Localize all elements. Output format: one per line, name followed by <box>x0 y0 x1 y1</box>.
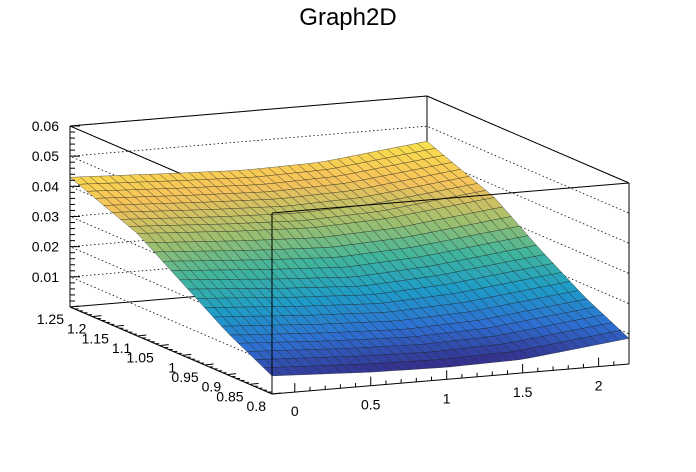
chart-title: Graph2D <box>299 4 397 31</box>
y-tick-label: 0.9 <box>202 379 222 395</box>
x-tick-label: 0 <box>291 403 299 419</box>
x-tick-label: 1 <box>443 390 451 406</box>
z-tick-label: 0.06 <box>32 118 59 134</box>
z-axis: 0.01 0.02 0.03 0.04 0.05 0.06 <box>32 118 80 302</box>
y-tick <box>159 344 169 347</box>
y-tick-label: 0.95 <box>171 369 198 385</box>
y-tick-label: 1.05 <box>127 350 154 366</box>
x-axis: 0 0.5 1 1.5 2 <box>291 357 615 419</box>
y-tick-label: 1.1 <box>112 340 132 356</box>
y-tick-label: 0.8 <box>247 398 267 414</box>
y-tick <box>271 392 282 395</box>
y-tick-label: 1 <box>168 359 176 375</box>
z-tick-label: 0.05 <box>32 148 59 164</box>
z-gridline <box>69 155 630 274</box>
box-front-edges <box>69 182 630 395</box>
y-tick-label: 1.15 <box>82 330 109 346</box>
box-edge <box>271 182 630 214</box>
y-tick <box>92 315 102 318</box>
surface-patch <box>610 330 630 341</box>
y-tick <box>137 334 147 337</box>
box-edge <box>271 363 630 395</box>
surface-mesh <box>69 141 630 377</box>
y-tick-label: 1.25 <box>37 311 64 327</box>
y-tick-label: 0.85 <box>216 388 243 404</box>
y-axis: 0.80.850.90.951 1.051.11.151.21.25 <box>37 305 282 414</box>
y-tick <box>114 324 124 327</box>
z-tick-label: 0.02 <box>32 239 59 255</box>
y-tick <box>227 373 237 376</box>
y-tick-label: 1.2 <box>67 321 87 337</box>
box-edge <box>69 95 428 127</box>
box-edge <box>69 306 273 395</box>
z-tick-label: 0.01 <box>32 269 59 285</box>
x-tick-label: 1.5 <box>513 384 533 400</box>
y-tick <box>204 363 214 366</box>
z-tick-label: 0.04 <box>32 178 59 194</box>
y-tick <box>249 382 259 385</box>
y-tick <box>69 305 80 308</box>
z-gridline <box>69 95 630 214</box>
y-tick <box>182 353 192 356</box>
z-gridline <box>69 125 630 244</box>
z-tick-label: 0.03 <box>32 209 59 225</box>
x-tick-label: 2 <box>595 378 603 394</box>
x-tick-label: 0.5 <box>361 397 381 413</box>
z-gridline <box>69 186 630 304</box>
